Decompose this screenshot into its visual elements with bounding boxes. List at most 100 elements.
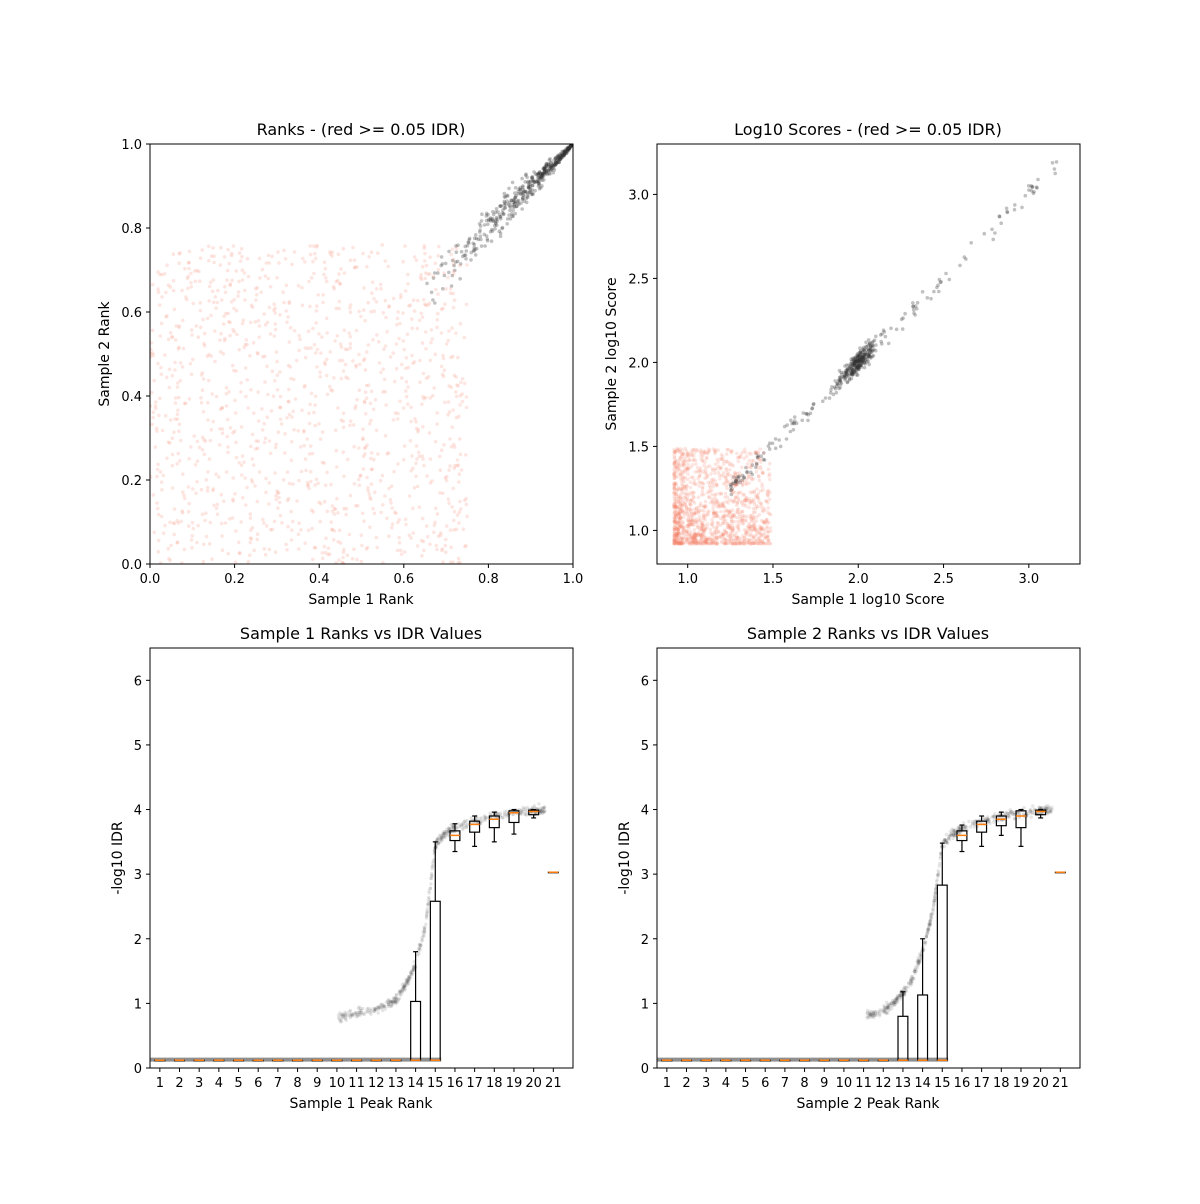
- idr-point: [870, 1009, 874, 1014]
- scatter-point-fail: [390, 526, 394, 530]
- scatter-point-fail: [692, 541, 696, 545]
- scatter-point-fail: [683, 470, 687, 474]
- scatter-point-pass: [914, 306, 919, 311]
- scatter-point-fail: [744, 530, 748, 535]
- scatter-point-fail: [432, 386, 437, 390]
- scatter-point-fail: [677, 462, 681, 466]
- scatter-point-fail: [686, 466, 691, 471]
- scatter-point-fail: [745, 537, 749, 542]
- scatter-point-fail: [766, 506, 771, 510]
- scatter-point-fail: [759, 525, 763, 530]
- box-rank-21: [547, 871, 559, 874]
- scatter-point-fail: [701, 524, 705, 528]
- scatter-point-fail: [340, 358, 345, 363]
- idr-point: [952, 833, 956, 837]
- scatter-point-fail: [762, 541, 766, 546]
- idr-point: [381, 1005, 385, 1009]
- idr-point: [461, 826, 466, 830]
- scatter-point-pass: [442, 273, 447, 278]
- scatter-point-fail: [685, 537, 689, 541]
- scatter-point-fail: [689, 465, 693, 470]
- idr-point: [1028, 807, 1033, 812]
- scatter-point-fail: [684, 505, 689, 509]
- scatter-point-pass: [439, 255, 444, 259]
- idr-point: [441, 832, 445, 836]
- scatter-point-pass: [535, 179, 540, 184]
- idr-point: [442, 832, 446, 836]
- scatter-point-pass: [541, 167, 545, 171]
- idr-point: [430, 864, 434, 869]
- idr-point: [537, 802, 541, 806]
- scatter-point-pass: [502, 203, 507, 207]
- scatter-point-fail: [233, 492, 237, 496]
- scatter-point-fail: [722, 459, 726, 464]
- scatter-point-fail: [336, 278, 340, 283]
- scatter-point-fail: [242, 345, 246, 350]
- idr-point: [401, 985, 406, 990]
- scatter-point-pass: [510, 211, 514, 216]
- scatter-point-fail: [342, 474, 346, 479]
- scatter-point-pass: [858, 363, 863, 367]
- scatter-point-pass: [871, 344, 875, 348]
- x-tick-label: 2: [682, 1076, 690, 1091]
- scatter-point-pass: [526, 185, 531, 190]
- idr-point: [943, 838, 947, 842]
- scatter-point-fail: [715, 539, 719, 543]
- scatter-point-fail: [732, 533, 737, 538]
- scatter-point-fail: [710, 532, 714, 537]
- scatter-point-fail: [731, 489, 735, 494]
- idr-point: [412, 964, 416, 968]
- scatter-point-pass: [870, 343, 875, 347]
- scatter-point-fail: [672, 538, 677, 543]
- scatter-point-fail: [359, 314, 363, 319]
- scatter-point-fail: [176, 521, 181, 525]
- scatter-point-fail: [463, 498, 467, 503]
- scatter-point-fail: [699, 453, 703, 458]
- idr-point: [336, 1013, 341, 1017]
- scatter-point-fail: [689, 512, 694, 516]
- scatter-point-fail: [285, 498, 290, 503]
- x-tick-label: 12: [368, 1076, 385, 1091]
- scatter-point-fail: [292, 328, 297, 333]
- box: [1035, 809, 1047, 816]
- scatter-point-pass: [551, 166, 556, 170]
- scatter-point-pass: [858, 358, 862, 362]
- scatter-point-fail: [725, 522, 730, 526]
- scatter-point-fail: [464, 302, 469, 307]
- x-axis-label: Sample 2 Peak Rank: [797, 1096, 941, 1112]
- scatter-point-fail: [704, 540, 709, 545]
- scatter-point-fail: [742, 456, 747, 461]
- scatter-point-fail: [252, 548, 256, 553]
- scatter-point-fail: [394, 342, 399, 346]
- idr-point: [542, 810, 546, 814]
- scatter-point-fail: [227, 261, 231, 266]
- box-rank-16: [956, 824, 968, 853]
- scatter-point-fail: [676, 519, 681, 524]
- scatter-point-fail: [329, 388, 333, 392]
- idr-point: [912, 977, 916, 981]
- idr-point: [417, 952, 421, 956]
- x-tick-label: 1.0: [563, 572, 584, 587]
- scatter-point-pass: [849, 359, 854, 364]
- scatter-point-fail: [156, 550, 161, 554]
- idr-point: [541, 806, 545, 810]
- idr-point: [947, 835, 951, 839]
- scatter-point-pass: [856, 364, 861, 369]
- scatter-point-fail: [732, 513, 736, 517]
- scatter-point-pass: [861, 354, 865, 359]
- scatter-point-fail: [367, 254, 371, 259]
- scatter-point-fail: [683, 475, 687, 480]
- idr-point: [986, 817, 990, 822]
- scatter-point-fail: [259, 290, 264, 295]
- scatter-point-fail: [674, 539, 679, 544]
- scatter-point-fail: [677, 536, 682, 540]
- scatter-point-fail: [302, 443, 307, 448]
- scatter-point-fail: [672, 527, 677, 532]
- scatter-point-fail: [207, 299, 211, 303]
- x-tick-label: 6: [761, 1076, 769, 1091]
- idr-point: [348, 1014, 353, 1018]
- scatter-point-pass: [506, 194, 510, 198]
- scatter-point-fail: [673, 459, 677, 464]
- scatter-point-fail: [707, 495, 711, 500]
- scatter-point-fail: [215, 502, 220, 507]
